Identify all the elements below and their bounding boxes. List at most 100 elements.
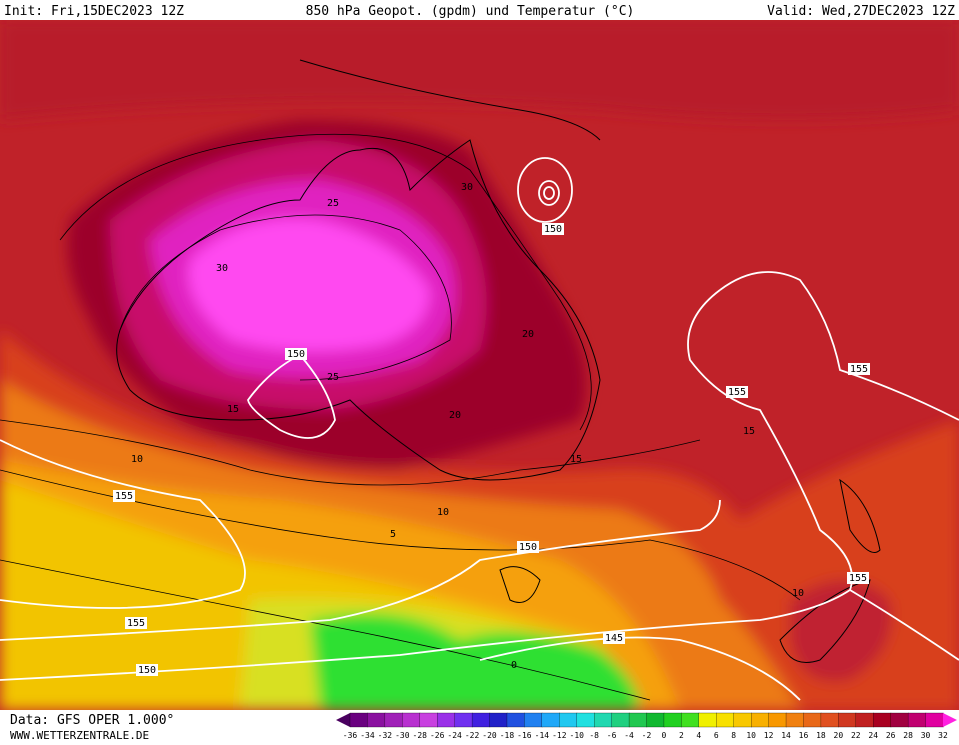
colorbar-label: -10	[570, 731, 585, 740]
colorbar-swatch	[559, 712, 578, 728]
temperature-label: 15	[227, 404, 239, 415]
colorbar-swatch	[873, 712, 892, 728]
isobars	[0, 157, 959, 701]
colorbar-swatch	[349, 712, 369, 728]
colorbar: -36 -34 -32 -30 -28 -26 -24 -22 -20 -18 -16 -14 -12-…	[336, 712, 957, 740]
colorbar-label: -22	[465, 731, 480, 740]
geopotential-label-box	[603, 632, 625, 644]
colorbar-swatch	[576, 712, 595, 728]
geopotential-label: 145	[605, 633, 623, 644]
temperature-label: 15	[743, 426, 755, 437]
colorbar-swatch	[402, 712, 421, 728]
colorbar-swatch	[768, 712, 787, 728]
valid-time: Valid: Wed,27DEC2023 12Z	[767, 4, 955, 19]
colorbar-swatch	[471, 712, 491, 728]
colorbar-swatch	[506, 712, 526, 728]
colorbar-swatch	[541, 712, 560, 728]
colorbar-label: 0	[662, 731, 667, 740]
colorbar-swatch	[611, 712, 630, 728]
colorbar-swatch	[750, 712, 770, 728]
colorbar-arrow	[943, 713, 957, 727]
colorbar-label: 32	[938, 731, 948, 740]
temperature-label: 0	[511, 660, 517, 671]
colorbar-label: -8	[589, 731, 599, 740]
colorbar-label: 14	[781, 731, 791, 740]
colorbar-label: -18	[500, 731, 515, 740]
colorbar-label: -32	[378, 731, 393, 740]
temperature-label: 20	[449, 410, 461, 421]
colorbar-swatch	[890, 712, 909, 728]
colorbar-label: -20	[482, 731, 497, 740]
init-time: Init: Fri,15DEC2023 12Z	[4, 4, 184, 19]
geopotential-label-box	[517, 541, 539, 553]
colorbar-swatch	[925, 712, 944, 728]
temperature-label: 10	[131, 454, 143, 465]
colorbar-swatch	[384, 712, 403, 728]
geopotential-label-box	[726, 386, 748, 398]
geopotential-label-box	[285, 348, 307, 360]
colorbar-swatch	[367, 712, 386, 728]
colorbar-label: -28	[413, 731, 428, 740]
geopotential-label: 155	[115, 491, 133, 502]
colorbar-swatch	[628, 712, 648, 728]
colorbar-label: -34	[360, 731, 375, 740]
geopotential-label-box	[847, 572, 869, 584]
temperature-label: 10	[792, 588, 804, 599]
colorbar-label: 28	[903, 731, 913, 740]
colorbar-label: -24	[447, 731, 462, 740]
isotherms	[0, 133, 801, 701]
colorbar-swatch	[716, 712, 735, 728]
colorbar-label: 2	[679, 731, 684, 740]
colorbar-label: 8	[731, 731, 736, 740]
colorbar-label: -36	[343, 731, 358, 740]
colorbar-swatch	[820, 712, 840, 728]
colorbar-label: -2	[642, 731, 652, 740]
geopotential-label-box	[113, 490, 135, 502]
temperature-label: 25	[327, 372, 339, 383]
colorbar-label: -6	[607, 731, 617, 740]
temperature-label: 15	[570, 454, 582, 465]
colorbar-label: 4	[696, 731, 701, 740]
data-source: Data: GFS OPER 1.000°	[10, 713, 174, 728]
temperature-field	[0, 20, 959, 710]
colorbar-swatch	[594, 712, 613, 728]
colorbar-swatch	[454, 712, 473, 728]
temperature-label: 30	[461, 182, 473, 193]
colorbar-swatch	[733, 712, 752, 728]
temperature-label: 25	[327, 198, 339, 209]
colorbar-label: -26	[430, 731, 445, 740]
colorbar-swatch	[803, 712, 822, 728]
colorbar-label: -16	[517, 731, 532, 740]
colorbar-label: -12	[552, 731, 567, 740]
colorbar-label: 26	[886, 731, 896, 740]
colorbar-label: 18	[816, 731, 826, 740]
colorbar-swatch	[419, 712, 438, 728]
colorbar-label: 24	[868, 731, 878, 740]
geopotential-label: 150	[138, 665, 156, 676]
colorbar-swatch	[663, 712, 683, 728]
colorbar-label: 20	[834, 731, 844, 740]
colorbar-swatch	[907, 712, 927, 728]
colorbar-swatch	[838, 712, 857, 728]
geopotential-label: 155	[127, 618, 145, 629]
geopotential-label-box	[125, 617, 147, 629]
geopotential-label: 155	[849, 573, 867, 584]
colorbar-label: -14	[535, 731, 550, 740]
colorbar-label: 30	[921, 731, 931, 740]
contour-labels: 1501501551551551501551501551453025302025…	[113, 182, 870, 676]
colorbar-label: -30	[395, 731, 410, 740]
temperature-label: 30	[216, 263, 228, 274]
geopotential-label: 150	[544, 224, 562, 235]
colorbar-swatch	[855, 712, 874, 728]
website: WWW.WETTERZENTRALE.DE	[10, 729, 149, 741]
geopotential-label-box	[136, 664, 158, 676]
temperature-label: 10	[437, 507, 449, 518]
geopotential-label: 150	[287, 349, 305, 360]
colorbar-label: 16	[799, 731, 809, 740]
colorbar-swatch	[437, 712, 456, 728]
colorbar-swatch	[524, 712, 543, 728]
colorbar-label: -4	[624, 731, 634, 740]
geopotential-label: 155	[728, 387, 746, 398]
temperature-label: 20	[522, 329, 534, 340]
